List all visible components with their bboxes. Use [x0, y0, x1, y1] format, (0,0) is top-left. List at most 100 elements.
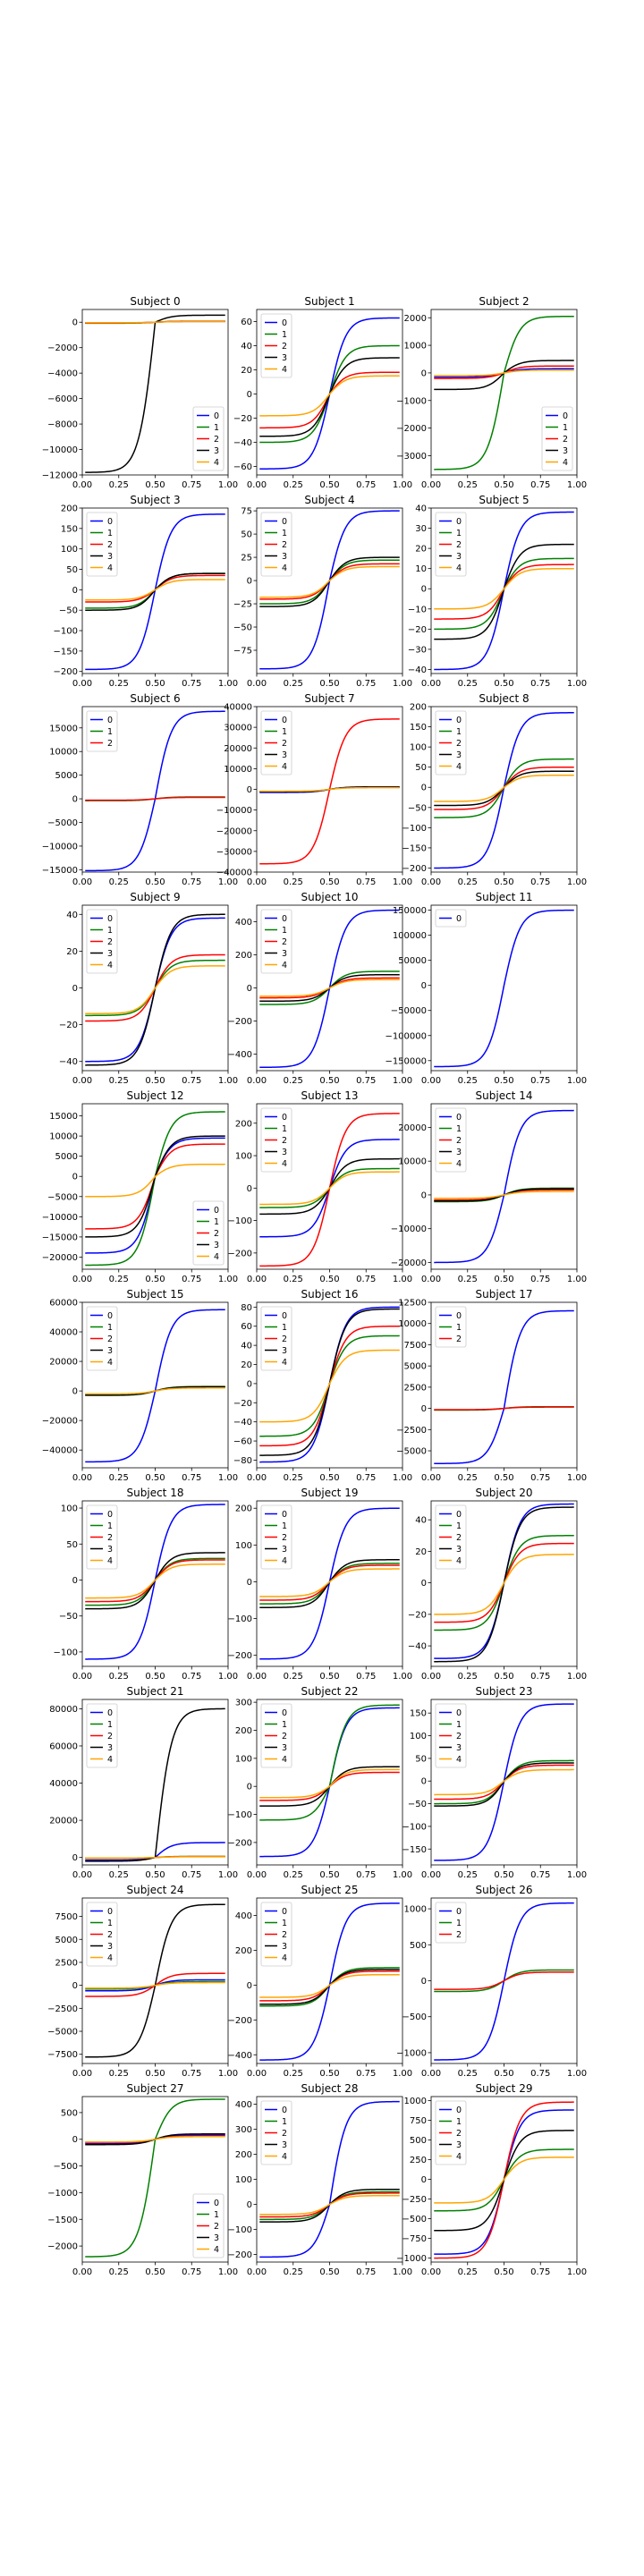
legend-label-3: 3 [214, 1241, 219, 1250]
y-tick-label: −150 [54, 647, 78, 657]
legend-label-1: 1 [282, 727, 287, 737]
x-tick-label: 0.75 [182, 1672, 201, 1682]
subplot-title: Subject 24 [127, 1884, 184, 1896]
subplot-title: Subject 22 [301, 1685, 359, 1698]
legend-label-0: 0 [107, 1311, 113, 1321]
y-tick-label: 50 [66, 565, 78, 575]
y-tick-label: −200 [228, 1838, 252, 1848]
legend-label-1: 1 [456, 1521, 462, 1531]
x-tick-label: 0.00 [421, 1275, 441, 1284]
y-tick-label: −5000 [47, 2028, 78, 2038]
y-tick-label: 0 [421, 1977, 427, 1987]
x-tick-label: 0.75 [182, 1076, 201, 1086]
x-tick-label: 0.00 [247, 2069, 267, 2079]
y-tick-label: −200 [228, 1249, 252, 1258]
x-tick-label: 0.75 [530, 1076, 550, 1086]
series-line-4 [259, 1973, 400, 1998]
x-tick-label: 0.00 [421, 2069, 441, 2079]
x-tick-label: 0.75 [530, 1672, 550, 1682]
legend-label-1: 1 [456, 529, 462, 538]
legend-label-2: 2 [282, 739, 287, 749]
y-tick-label: 30000 [224, 724, 252, 733]
x-tick-label: 0.25 [109, 1473, 129, 1483]
y-tick-label: −80 [233, 1456, 252, 1466]
legend-label-0: 0 [456, 1907, 462, 1917]
legend-label-4: 4 [282, 762, 287, 772]
subplot-0: Subject 0 0.00 0.25 0.50 0.75 1.00 0 −2000 −4000… [42, 295, 238, 490]
x-tick-label: 0.25 [458, 2069, 478, 2079]
legend-label-4: 4 [282, 1358, 287, 1368]
series-line-4 [259, 565, 400, 598]
y-tick-label: −20 [408, 1610, 427, 1620]
legend-label-1: 1 [107, 1919, 113, 1928]
x-tick-label: 0.25 [109, 1870, 129, 1880]
x-tick-label: 0.00 [247, 1275, 267, 1284]
legend-label-0: 0 [107, 914, 113, 924]
x-tick-label: 0.25 [109, 480, 129, 490]
y-tick-label: 200 [235, 1119, 252, 1129]
legend-label-0: 0 [282, 716, 287, 725]
y-tick-label: 30 [415, 524, 427, 534]
y-tick-label: 20 [241, 366, 252, 376]
x-tick-label: 0.25 [284, 679, 303, 689]
subplot-18: Subject 18 0.00 0.25 0.50 0.75 1.00 −100 −50 0 50… [54, 1487, 239, 1682]
legend-label-1: 1 [282, 1919, 287, 1928]
y-tick-label: −5000 [396, 1447, 427, 1457]
x-tick-label: 0.00 [72, 2069, 92, 2079]
x-tick-label: 0.50 [145, 2069, 165, 2079]
subplot-5: Subject 5 0.00 0.25 0.50 0.75 1.00 −40 −30 −20 −1… [408, 494, 587, 689]
x-tick-label: 0.50 [145, 679, 165, 689]
legend-label-2: 2 [214, 2222, 219, 2232]
x-tick-label: 0.00 [247, 2267, 267, 2277]
subplot-9: Subject 90.00 0.25 0.50 0.75 1.00−40−2002040… [59, 891, 238, 1086]
y-tick-label: −50 [408, 803, 427, 813]
legend-label-2: 2 [107, 1732, 113, 1741]
legend-label-3: 3 [282, 1346, 287, 1356]
legend-label-0: 0 [282, 318, 287, 328]
x-tick-label: 0.50 [145, 2267, 165, 2277]
subplot-29: Subject 29 0.00 0.25 0.50 0.75 1.00 −1000 −750 −… [396, 2082, 587, 2277]
y-tick-label: 5000 [55, 771, 78, 781]
series-line-4 [85, 965, 225, 1015]
y-tick-label: 20 [415, 1547, 427, 1557]
y-tick-label: −20000 [42, 1417, 78, 1427]
y-tick-label: 200 [410, 703, 427, 713]
x-tick-label: 0.75 [182, 480, 201, 490]
y-tick-label: 25 [241, 554, 252, 564]
y-tick-label: 20 [241, 1360, 252, 1370]
legend-label-0: 0 [214, 411, 219, 421]
x-tick-label: 0.50 [494, 1672, 513, 1682]
y-tick-label: 0 [247, 390, 252, 400]
y-tick-label: −40 [233, 438, 252, 448]
y-tick-label: −20000 [42, 1253, 78, 1263]
y-tick-label: −5000 [47, 1192, 78, 1202]
subplot-title: Subject 8 [479, 692, 529, 705]
y-tick-label: −200 [228, 2250, 252, 2260]
x-tick-label: 1.00 [393, 1076, 412, 1086]
subplot-title: Subject 29 [476, 2082, 533, 2095]
y-tick-label: 0 [421, 585, 427, 595]
y-tick-label: −50000 [391, 1006, 427, 1016]
y-tick-label: 0 [421, 981, 427, 991]
series-line-4 [259, 375, 400, 417]
y-tick-label: −500 [402, 2215, 427, 2224]
legend-label-0: 0 [214, 1206, 219, 1216]
series-line-4 [259, 1568, 400, 1597]
x-tick-label: 0.00 [247, 679, 267, 689]
legend-label-1: 1 [282, 1323, 287, 1333]
x-tick-label: 0.00 [421, 2267, 441, 2277]
legend-label-3: 3 [282, 750, 287, 760]
series-line-4 [259, 1349, 400, 1423]
y-tick-label: −100 [228, 1810, 252, 1820]
legend-label-0: 0 [107, 1510, 113, 1520]
y-tick-label: −40 [408, 1642, 427, 1652]
legend-label-2: 2 [107, 1335, 113, 1344]
y-tick-label: 0 [247, 1184, 252, 1194]
y-tick-label: 40 [241, 1342, 252, 1352]
x-tick-label: 0.25 [109, 2267, 129, 2277]
